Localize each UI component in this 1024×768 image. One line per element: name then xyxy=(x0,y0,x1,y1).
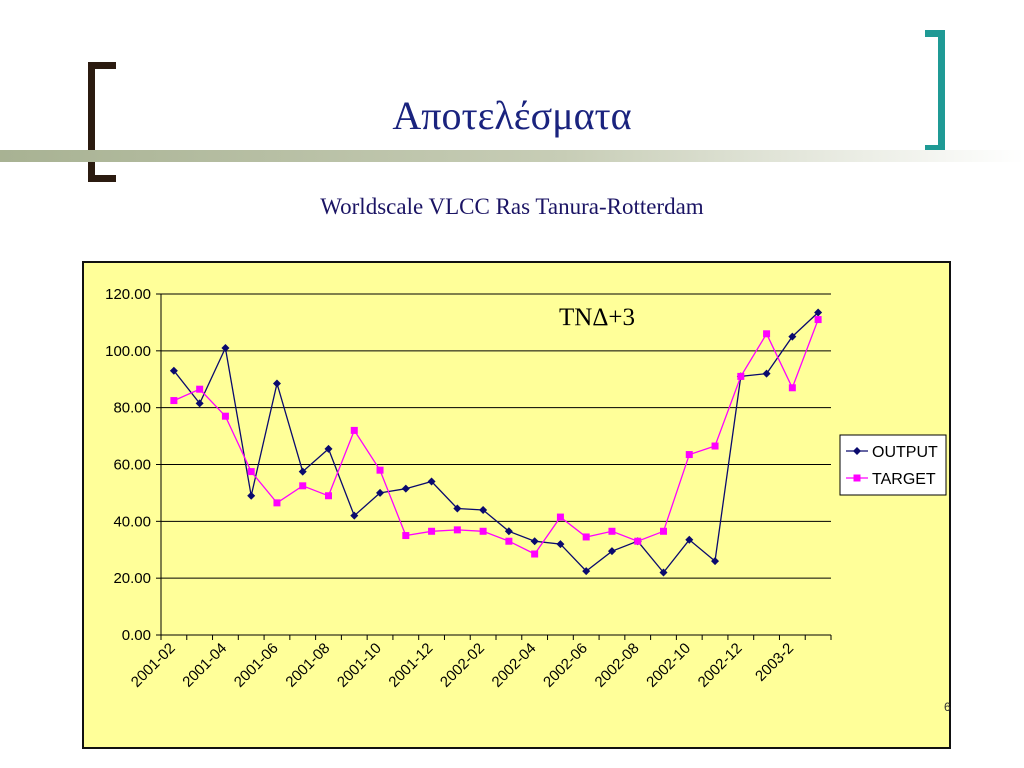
data-point-output xyxy=(685,535,694,544)
data-point-output xyxy=(272,379,281,388)
x-tick-label: 2002-04 xyxy=(489,640,540,691)
x-tick-label: 2001-10 xyxy=(334,640,385,691)
chart-annotation: ΤΝΔ+3 xyxy=(559,304,635,331)
data-point-output xyxy=(556,540,565,549)
data-point-target xyxy=(556,513,564,521)
x-tick-label: 2001-08 xyxy=(282,640,333,691)
chart-area: 0.00 20.00 40.00 60.00 80.00 100.00 120.00 2001… xyxy=(82,261,951,749)
data-point-output xyxy=(324,444,333,453)
data-point-output xyxy=(169,366,178,375)
data-point-target xyxy=(221,412,229,420)
data-point-target xyxy=(402,532,410,540)
data-point-output xyxy=(195,399,204,408)
data-point-output xyxy=(376,488,385,497)
data-point-output xyxy=(479,505,488,514)
data-point-target xyxy=(247,468,255,476)
x-tick-label: 2002-12 xyxy=(695,640,746,691)
data-point-target xyxy=(299,482,307,490)
x-tick-label: 2002-06 xyxy=(540,640,591,691)
data-point-output xyxy=(762,369,771,378)
data-point-target xyxy=(788,384,796,392)
data-point-output xyxy=(350,511,359,520)
x-tick-label: 2001-12 xyxy=(385,640,436,691)
data-point-output xyxy=(814,308,823,317)
series-line-output xyxy=(173,312,819,574)
legend-box xyxy=(839,434,947,496)
data-point-target xyxy=(428,527,436,535)
title-rule xyxy=(0,150,1024,162)
data-point-output xyxy=(711,557,720,566)
y-tick-label: 80.00 xyxy=(113,400,151,417)
data-point-target xyxy=(685,451,693,459)
data-point-target xyxy=(531,550,539,558)
chart-title: Worldscale VLCC Ras Tanura-Rotterdam xyxy=(320,194,704,219)
x-tick-label: 2001-06 xyxy=(231,640,282,691)
data-point-target xyxy=(660,527,667,535)
y-tick-label: 120.00 xyxy=(105,286,151,303)
data-point-output xyxy=(401,484,410,493)
data-point-output xyxy=(504,527,513,536)
legend-label: OUTPUT xyxy=(872,444,938,461)
series-line-target xyxy=(173,319,819,555)
left-bracket-decoration xyxy=(88,62,116,182)
x-tick-label: 2001-04 xyxy=(179,640,230,691)
y-tick-label: 60.00 xyxy=(113,457,151,474)
data-point-target xyxy=(634,537,642,545)
legend-marker xyxy=(853,447,861,455)
data-point-target xyxy=(350,426,358,434)
data-point-output xyxy=(453,504,462,513)
data-point-target xyxy=(711,442,719,450)
data-point-target xyxy=(196,385,204,393)
data-point-target xyxy=(273,499,281,507)
data-point-target xyxy=(505,537,513,545)
x-tick-label: 2002-10 xyxy=(643,640,694,691)
data-point-output xyxy=(788,332,797,341)
data-point-target xyxy=(608,527,616,535)
data-point-target xyxy=(737,372,745,380)
x-tick-label: 2002-08 xyxy=(592,640,643,691)
y-tick-label: 20.00 xyxy=(113,570,151,587)
x-tick-label: 2002-02 xyxy=(437,640,488,691)
data-point-output xyxy=(582,567,591,576)
slide-title: Αποτελέσματα xyxy=(392,93,632,138)
y-tick-label: 100.00 xyxy=(105,343,151,360)
y-tick-label: 40.00 xyxy=(113,513,151,530)
legend-marker xyxy=(853,474,861,482)
data-point-target xyxy=(814,316,822,324)
data-point-output xyxy=(659,568,668,577)
page-number: 6 xyxy=(944,700,951,714)
line-chart: 0.00 20.00 40.00 60.00 80.00 100.00 120.00 2001… xyxy=(105,286,947,691)
data-point-target xyxy=(763,330,771,338)
legend-label: TARGET xyxy=(872,471,936,488)
data-point-output xyxy=(427,477,436,486)
right-bracket-decoration xyxy=(925,30,945,152)
x-tick-label: 2003-2 xyxy=(752,640,797,685)
data-point-target xyxy=(582,533,590,541)
data-point-output xyxy=(298,467,307,476)
data-point-output xyxy=(247,491,256,500)
data-point-target xyxy=(170,397,178,405)
data-point-target xyxy=(325,492,332,500)
data-point-output xyxy=(221,343,230,352)
data-point-output xyxy=(530,537,539,546)
y-tick-label: 0.00 xyxy=(122,627,151,644)
data-point-output xyxy=(607,547,616,556)
data-point-target xyxy=(453,526,461,534)
x-tick-label: 2001-02 xyxy=(128,640,179,691)
data-point-target xyxy=(376,466,384,474)
data-point-target xyxy=(479,527,487,535)
